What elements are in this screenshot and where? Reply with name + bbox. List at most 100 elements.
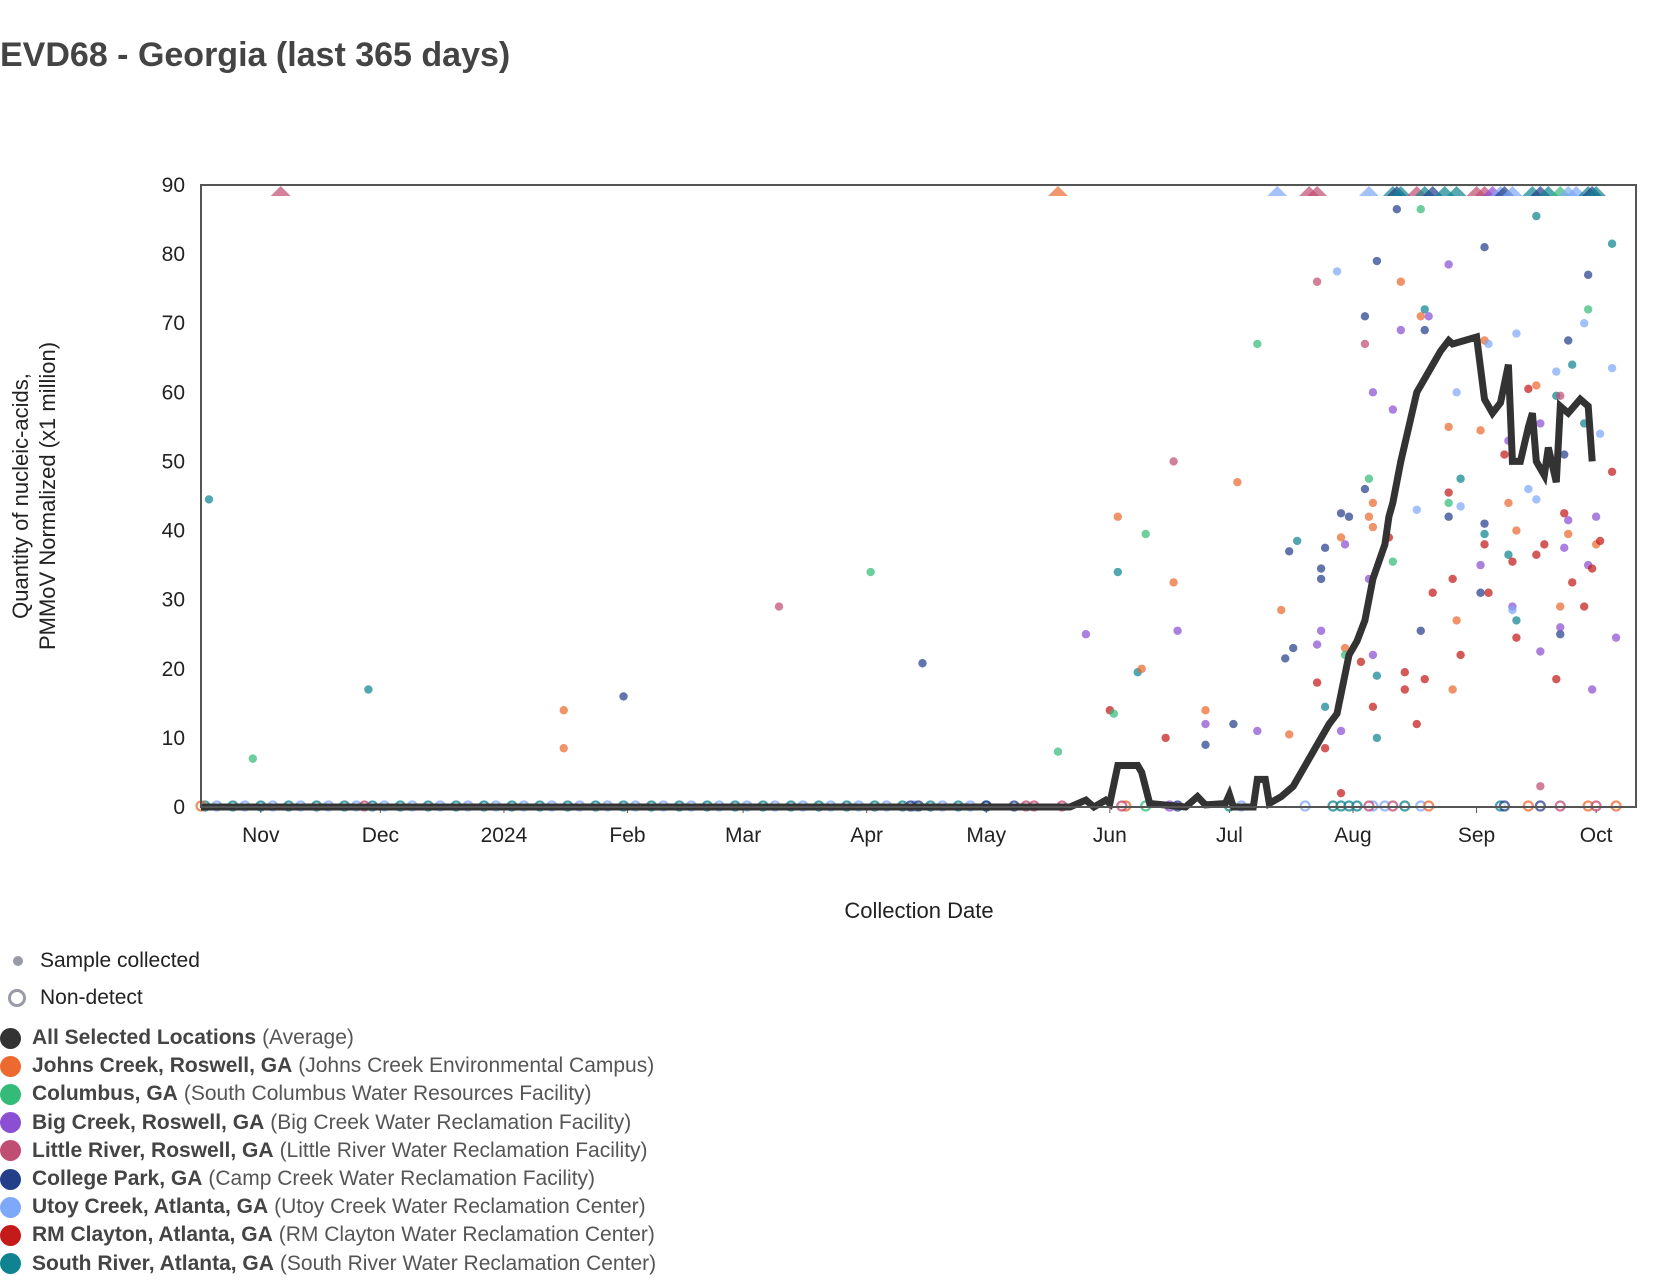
x-tick-label: Nov <box>242 824 280 847</box>
legend-series-facility: (South Columbus Water Resources Facility… <box>183 1082 592 1106</box>
sample-point <box>1532 495 1541 504</box>
non-detect-ring-icon <box>8 988 26 1007</box>
legend-series-name: Little River, Roswell, GA <box>32 1138 274 1162</box>
sample-point <box>1607 239 1617 248</box>
sample-point <box>1285 730 1294 739</box>
legend-series-name: College Park, GA <box>32 1167 203 1191</box>
sample-point <box>1360 312 1370 321</box>
legend-item-bc[interactable]: Big Creek, Roswell, GA (Big Creek Water R… <box>0 1109 656 1137</box>
legend-item-uc[interactable]: Utoy Creek, Atlanta, GA (Utoy Creek Water… <box>0 1193 656 1221</box>
sample-point <box>1556 602 1565 611</box>
sample-point <box>1583 305 1593 314</box>
sample-point <box>1456 502 1465 511</box>
sample-point <box>1312 277 1322 286</box>
legend-item-rm[interactable]: RM Clayton, Atlanta, GA (RM Clayton Water… <box>0 1221 656 1249</box>
sample-dot-icon <box>13 955 23 966</box>
sample-point <box>1364 474 1374 483</box>
sample-point <box>1452 616 1461 625</box>
sample-point <box>1113 567 1123 577</box>
sample-point <box>1607 467 1617 477</box>
sample-point <box>1201 719 1210 729</box>
sample-point <box>1456 474 1465 483</box>
sample-point <box>1484 588 1493 597</box>
sample-point <box>1504 498 1513 508</box>
series-color-dot-icon <box>0 1196 21 1218</box>
y-tick-label: 30 <box>162 589 185 612</box>
legend-item-sr[interactable]: South River, Atlanta, GA (South River Wat… <box>0 1250 656 1278</box>
sample-point <box>1368 498 1378 508</box>
y-tick-label: 50 <box>162 450 185 473</box>
legend-item-jc[interactable]: Johns Creek, Roswell, GA (Johns Creek Env… <box>0 1052 656 1080</box>
sample-point <box>1201 740 1210 749</box>
sample-point <box>1536 647 1545 656</box>
sample-point <box>1368 702 1378 711</box>
sample-point <box>364 685 373 694</box>
series-color-dot-icon <box>0 1253 21 1275</box>
above-range-triangle <box>1390 186 1411 196</box>
sample-point <box>1532 211 1541 221</box>
sample-point <box>1568 360 1577 369</box>
legend-series-facility: (Little River Water Reclamation Facility… <box>279 1138 648 1162</box>
sample-point <box>1607 363 1617 373</box>
sample-point <box>559 706 568 715</box>
sample-point <box>1320 543 1330 553</box>
sample-point <box>1484 339 1493 349</box>
sample-point <box>1336 509 1346 518</box>
sample-point <box>1587 685 1597 694</box>
x-tick-label: Jul <box>1216 824 1243 847</box>
x-tick-label: Mar <box>725 824 761 847</box>
sample-point <box>1420 305 1429 314</box>
x-tick-label: Apr <box>850 824 883 847</box>
y-tick-label: 40 <box>162 520 185 543</box>
sample-point <box>1340 540 1350 549</box>
legend-series-facility: (RM Clayton Water Reclamation Center) <box>278 1223 655 1247</box>
chart-title: EVD68 - Georgia (last 365 days) <box>0 36 511 74</box>
sample-point <box>1388 557 1398 566</box>
sample-point <box>1556 630 1565 639</box>
sample-point <box>1336 726 1346 736</box>
above-range-triangle <box>1586 186 1607 196</box>
legend-series-facility: (Camp Creek Water Reclamation Facility) <box>208 1167 596 1191</box>
legend-item-cp[interactable]: College Park, GA (Camp Creek Water Reclam… <box>0 1165 656 1193</box>
x-axis-title: Collection Date <box>844 898 993 923</box>
sample-point <box>1288 643 1298 653</box>
sample-point <box>1480 519 1489 528</box>
y-tick-label: 60 <box>162 381 185 404</box>
sample-point <box>1173 626 1182 635</box>
sample-point <box>1504 550 1513 559</box>
legend-item-avg[interactable]: All Selected Locations (Average) <box>0 1024 656 1052</box>
sample-point <box>1340 643 1350 653</box>
sample-point <box>1360 484 1370 494</box>
sample-point <box>1552 367 1561 376</box>
sample-point <box>1424 312 1433 321</box>
above-range-triangle <box>1307 186 1328 196</box>
legend-item-lr[interactable]: Little River, Roswell, GA (Little River W… <box>0 1137 656 1165</box>
sample-point <box>1392 204 1402 214</box>
sample-point <box>1416 204 1425 214</box>
sample-point <box>619 692 628 701</box>
sample-point <box>1388 405 1398 414</box>
sample-point <box>1368 388 1378 397</box>
sample-point <box>1476 426 1485 435</box>
legend-series-facility: (South River Water Reclamation Center) <box>279 1251 657 1275</box>
sample-point <box>1611 633 1621 642</box>
sample-point <box>1364 512 1374 521</box>
sample-point <box>1113 512 1123 521</box>
sample-point <box>1595 536 1605 546</box>
sample-point <box>1452 388 1461 397</box>
sample-point <box>1081 630 1091 639</box>
sample-point <box>1400 685 1410 694</box>
legend-item-co[interactable]: Columbus, GA (South Columbus Water Resour… <box>0 1080 656 1108</box>
sample-point <box>1396 325 1406 335</box>
legend-series-facility: (Utoy Creek Water Reclamation Center) <box>274 1195 646 1219</box>
legend-series-name: All Selected Locations <box>32 1026 257 1050</box>
sample-point <box>1372 256 1382 266</box>
sample-point <box>1444 512 1453 521</box>
sample-point <box>1316 574 1326 584</box>
sample-point <box>1253 339 1262 349</box>
sample-point <box>1587 564 1597 573</box>
legend-series-facility: (Big Creek Water Reclamation Facility) <box>270 1110 632 1134</box>
sample-point <box>1512 329 1521 338</box>
legend-non-detect: Non-detect <box>0 979 656 1016</box>
sample-point <box>1536 419 1545 428</box>
